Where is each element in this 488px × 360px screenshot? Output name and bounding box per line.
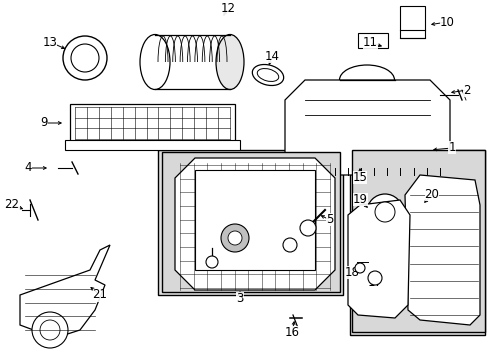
Text: 16: 16 — [284, 325, 299, 338]
Text: 9: 9 — [40, 117, 48, 130]
Bar — [195, 170, 314, 270]
Text: 10: 10 — [439, 15, 453, 28]
Text: 11: 11 — [362, 36, 377, 49]
Circle shape — [205, 256, 218, 268]
Text: 19: 19 — [352, 193, 367, 207]
Bar — [158, 150, 342, 295]
Text: 1: 1 — [447, 141, 455, 154]
Circle shape — [227, 231, 242, 245]
Text: 3: 3 — [236, 292, 243, 305]
Circle shape — [354, 263, 364, 273]
Text: 22: 22 — [4, 198, 20, 211]
Polygon shape — [404, 175, 479, 325]
Text: 20: 20 — [424, 189, 439, 202]
Text: 14: 14 — [264, 49, 279, 63]
Circle shape — [40, 320, 60, 340]
Ellipse shape — [140, 35, 170, 90]
Circle shape — [367, 271, 381, 285]
Text: 15: 15 — [352, 171, 366, 184]
Bar — [349, 150, 484, 335]
Circle shape — [71, 44, 99, 72]
Ellipse shape — [216, 35, 244, 90]
Circle shape — [374, 202, 394, 222]
Text: 18: 18 — [344, 265, 359, 279]
Text: 21: 21 — [92, 288, 107, 301]
Polygon shape — [20, 245, 110, 338]
Ellipse shape — [252, 64, 283, 86]
Bar — [399, 6, 424, 38]
Circle shape — [32, 312, 68, 348]
Text: 13: 13 — [42, 36, 57, 49]
Bar — [351, 150, 484, 332]
Text: 6: 6 — [214, 224, 221, 237]
Bar — [162, 152, 339, 292]
Text: 4: 4 — [24, 162, 32, 175]
Polygon shape — [285, 80, 449, 175]
Text: 2: 2 — [462, 84, 470, 96]
Ellipse shape — [257, 68, 278, 81]
Bar — [70, 104, 235, 142]
Polygon shape — [347, 200, 409, 318]
Circle shape — [283, 238, 296, 252]
Text: 5: 5 — [325, 213, 333, 226]
Bar — [357, 33, 387, 48]
Circle shape — [221, 224, 248, 252]
Circle shape — [63, 36, 107, 80]
Text: 17: 17 — [367, 275, 382, 288]
Text: 12: 12 — [220, 1, 235, 14]
Circle shape — [366, 194, 402, 230]
Bar — [65, 140, 240, 150]
Circle shape — [299, 220, 315, 236]
Text: 7: 7 — [274, 238, 281, 251]
Polygon shape — [175, 158, 334, 290]
Text: 8: 8 — [196, 247, 203, 260]
